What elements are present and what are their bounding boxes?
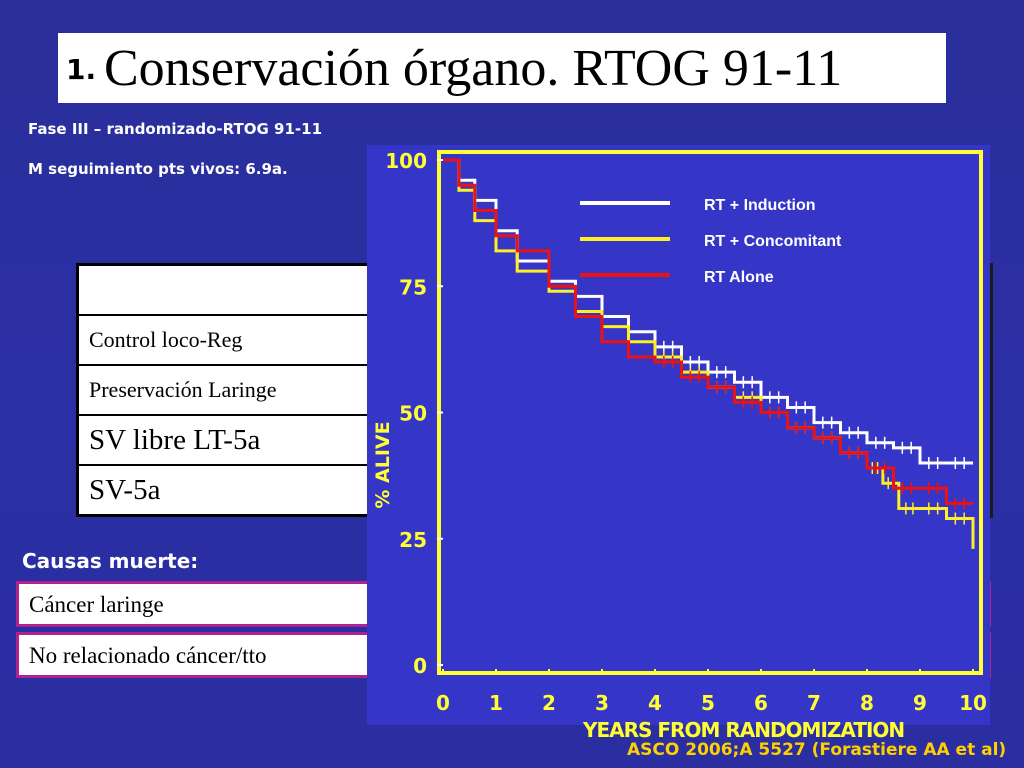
table-cell-os: SV-5a <box>76 464 372 517</box>
results-table: Control loco-Reg Preservación Laringe SV… <box>76 263 372 517</box>
survival-chart: 0 25 50 75 100 0 1 2 3 4 5 6 7 8 9 10 YEARS FROM RANDOMI… <box>372 149 987 742</box>
source-citation: ASCO 2006;A 5527 (Forastiere AA et al) <box>627 740 1007 760</box>
slide-title: Conservación órgano. RTOG 91-11 <box>104 40 843 97</box>
x-axis-label: YEARS FROM RANDOMIZATION <box>582 718 904 742</box>
x-tick-label: 3 <box>595 691 609 715</box>
causes-heading: Causas muerte: <box>22 549 199 573</box>
y-tick-label: 75 <box>399 275 427 299</box>
table-cell-control: Control loco-Reg <box>76 314 372 366</box>
title-box: 1. Conservación órgano. RTOG 91-11 <box>58 33 946 103</box>
y-tick-label: 25 <box>399 528 427 552</box>
x-tick-label: 0 <box>436 691 450 715</box>
cause-label: No relacionado cáncer/tto <box>29 643 267 668</box>
table-row: Preservación Laringe <box>76 364 372 416</box>
plot-frame <box>437 150 983 675</box>
subtitle-phase: Fase III – randomizado-RTOG 91-11 <box>28 120 323 138</box>
cause-label: Cáncer laringe <box>29 592 164 617</box>
x-tick-label: 10 <box>959 691 987 715</box>
table-row: SV-5a <box>76 464 372 517</box>
title-number: 1. <box>66 53 97 86</box>
y-axis-label: % ALIVE <box>372 421 394 508</box>
subtitle-followup: M seguimiento pts vivos: 6.9a. <box>28 160 288 178</box>
y-tick-label: 50 <box>399 402 427 426</box>
x-tick-label: 2 <box>542 691 556 715</box>
y-tick-label: 0 <box>413 654 427 678</box>
x-tick-label: 7 <box>807 691 821 715</box>
legend-label: RT + Induction <box>704 197 816 214</box>
legend-label: RT + Concomitant <box>704 233 842 250</box>
table-row <box>76 263 372 316</box>
x-tick-label: 1 <box>489 691 503 715</box>
table-header-cell <box>76 263 372 316</box>
table-cell-dfs: SV libre LT-5a <box>76 414 372 466</box>
y-tick-label: 100 <box>385 149 427 173</box>
table-row: SV libre LT-5a <box>76 414 372 466</box>
x-tick-label: 4 <box>648 691 662 715</box>
legend-label: RT Alone <box>704 269 774 286</box>
x-tick-label: 6 <box>754 691 768 715</box>
x-tick-label: 9 <box>913 691 927 715</box>
table-cell-preservation: Preservación Laringe <box>76 364 372 416</box>
series-line-2 <box>443 158 975 549</box>
x-tick-label: 5 <box>701 691 715 715</box>
table-row: Control loco-Reg <box>76 314 372 366</box>
chart-panel <box>367 145 990 725</box>
x-tick-label: 8 <box>860 691 874 715</box>
series-line-3 <box>443 158 973 505</box>
